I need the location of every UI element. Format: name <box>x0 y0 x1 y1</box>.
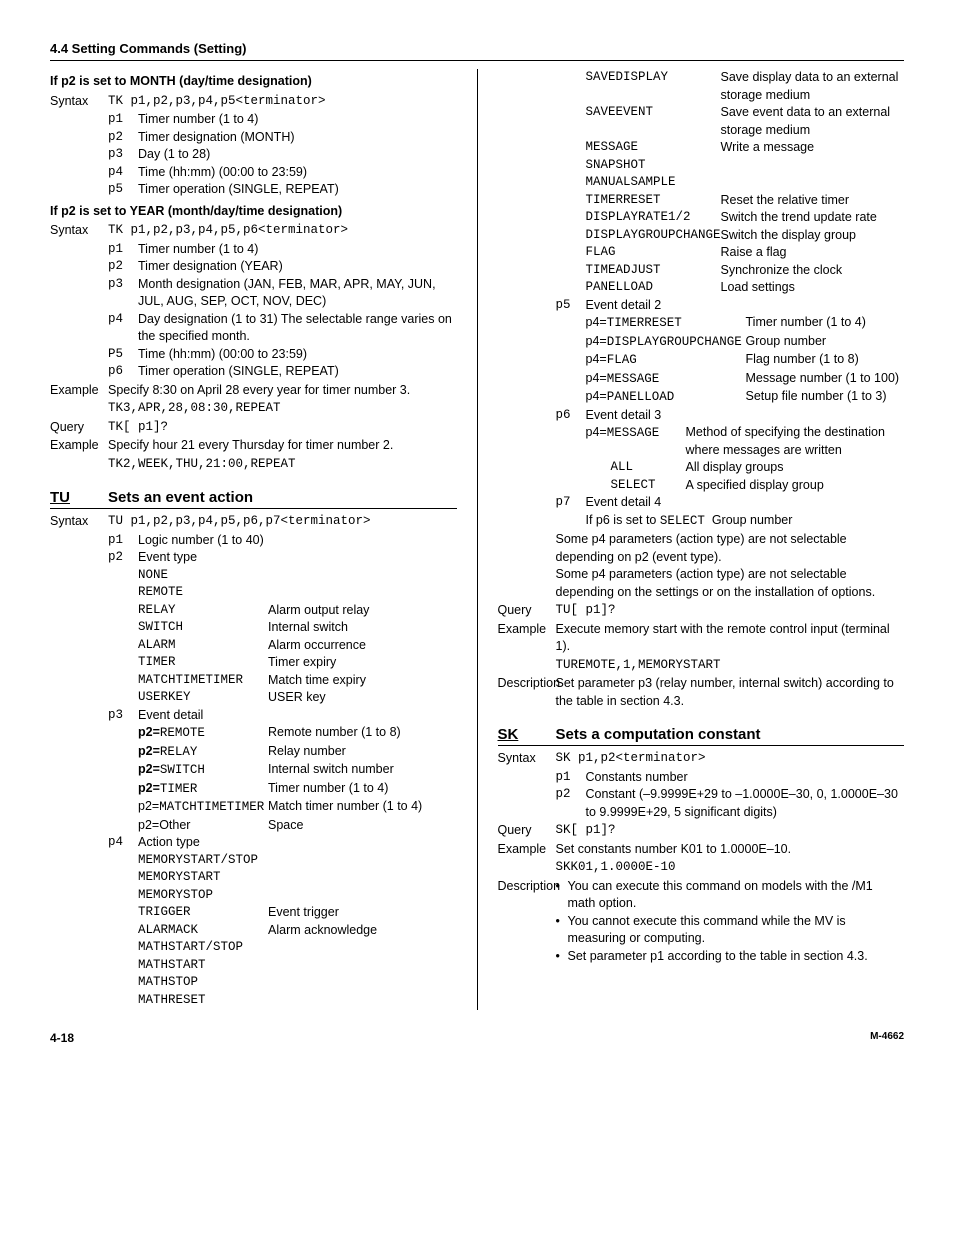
left-column: If p2 is set to MONTH (day/time designat… <box>50 69 457 1010</box>
month-title: If p2 is set to MONTH (day/time designat… <box>50 73 457 91</box>
section-header: 4.4 Setting Commands (Setting) <box>50 40 904 61</box>
page-footer: 4-18 M-4662 <box>50 1030 904 1047</box>
cmd-sk-title: Sets a computation constant <box>556 724 761 745</box>
page-number: 4-18 <box>50 1030 74 1047</box>
syntax-code: TK p1,p2,p3,p4,p5<terminator> <box>108 93 457 111</box>
doc-number: M-4662 <box>870 1030 904 1047</box>
syntax-label: Syntax <box>50 93 108 111</box>
cmd-tu: TU <box>50 487 108 508</box>
cmd-sk: SK <box>498 724 556 745</box>
right-column: SAVEDISPLAYSave display data to an exter… <box>498 69 905 1010</box>
cmd-tu-title: Sets an event action <box>108 487 253 508</box>
param-val: Timer number (1 to 4) <box>138 111 457 129</box>
year-title: If p2 is set to YEAR (month/day/time des… <box>50 203 457 221</box>
param-key: p1 <box>108 111 138 129</box>
